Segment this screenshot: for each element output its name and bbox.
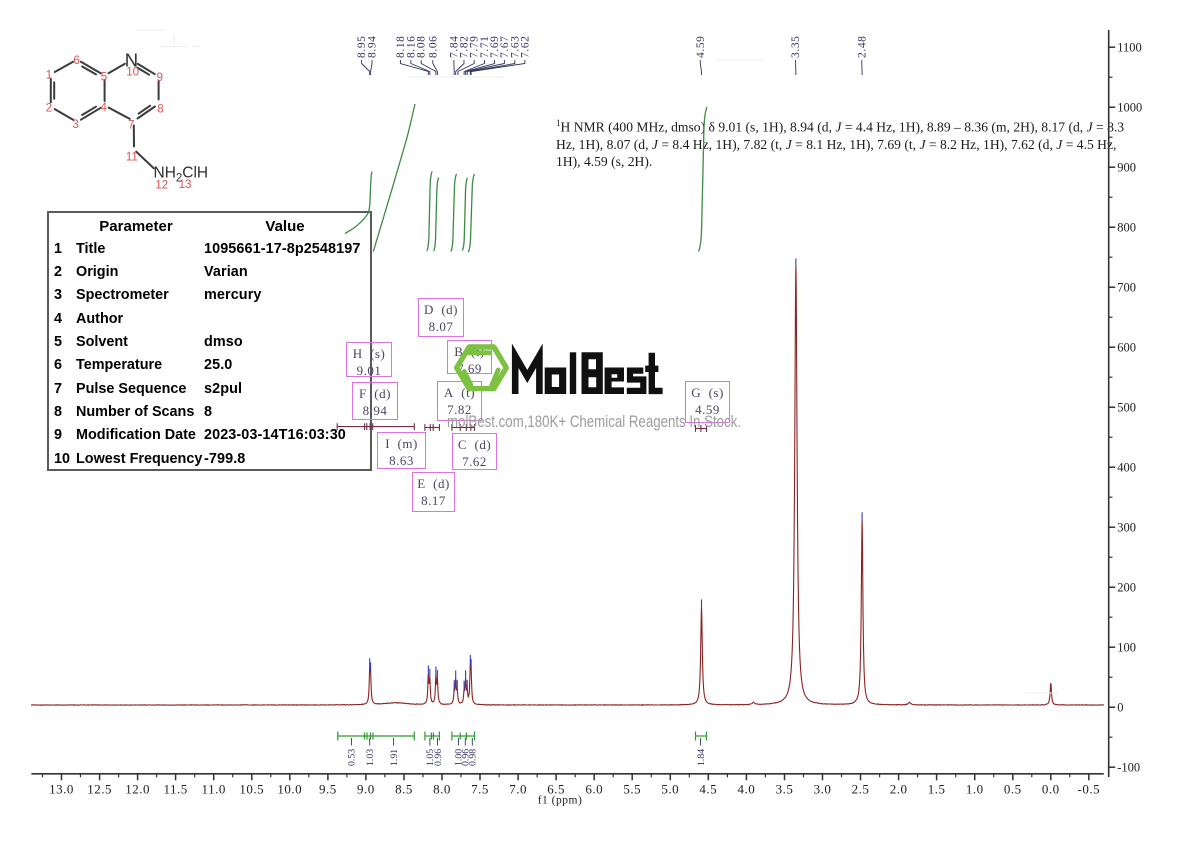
svg-text:0.0: 0.0 — [1042, 782, 1060, 797]
svg-text:12.0: 12.0 — [125, 782, 150, 797]
svg-text:3.5: 3.5 — [776, 782, 794, 797]
svg-text:8.94: 8.94 — [367, 35, 379, 58]
svg-text:9: 9 — [157, 72, 163, 84]
svg-text:9.5: 9.5 — [319, 782, 337, 797]
svg-text:10: 10 — [126, 67, 139, 79]
svg-text:2: 2 — [46, 102, 52, 114]
svg-text:3: 3 — [72, 119, 78, 131]
svg-text:0.96: 0.96 — [461, 749, 472, 766]
svg-text:13: 13 — [179, 179, 192, 191]
svg-text:0.5: 0.5 — [1004, 782, 1022, 797]
svg-text:11: 11 — [126, 152, 138, 164]
svg-text:1.0: 1.0 — [966, 782, 984, 797]
svg-text:2.0: 2.0 — [890, 782, 908, 797]
svg-text:11.0: 11.0 — [202, 782, 226, 797]
svg-text:7.5: 7.5 — [471, 782, 489, 797]
svg-text:NH2ClH: NH2ClH — [154, 165, 209, 185]
svg-text:8.5: 8.5 — [395, 782, 413, 797]
svg-text:5: 5 — [101, 71, 107, 83]
svg-text:N: N — [125, 50, 138, 71]
svg-text:-0.5: -0.5 — [1078, 782, 1101, 797]
svg-text:400: 400 — [1117, 460, 1136, 474]
svg-text:700: 700 — [1117, 280, 1136, 294]
svg-text:7.82: 7.82 — [459, 35, 471, 58]
svg-text:f1 (ppm): f1 (ppm) — [538, 795, 583, 807]
svg-text:1: 1 — [46, 69, 52, 81]
svg-text:7.84: 7.84 — [448, 35, 460, 58]
svg-text:10.0: 10.0 — [277, 782, 302, 797]
svg-text:7.62: 7.62 — [519, 35, 531, 58]
svg-text:8.16: 8.16 — [405, 35, 417, 58]
svg-text:1.00: 1.00 — [454, 749, 465, 766]
svg-text:-100: -100 — [1117, 760, 1140, 774]
svg-text:12: 12 — [155, 180, 168, 192]
svg-text:8: 8 — [157, 103, 163, 115]
svg-text:1.5: 1.5 — [928, 782, 946, 797]
svg-text:7.69: 7.69 — [489, 35, 501, 58]
svg-text:500: 500 — [1117, 400, 1136, 414]
svg-text:4: 4 — [100, 102, 107, 114]
svg-text:4.59: 4.59 — [695, 35, 707, 58]
svg-text:200: 200 — [1117, 580, 1136, 594]
svg-text:8.0: 8.0 — [433, 782, 451, 797]
svg-text:1.84: 1.84 — [696, 749, 707, 766]
svg-text:6: 6 — [73, 55, 79, 67]
svg-text:3.0: 3.0 — [814, 782, 832, 797]
svg-text:2.48: 2.48 — [856, 35, 868, 58]
svg-text:0.98: 0.98 — [468, 749, 479, 766]
svg-text:9.0: 9.0 — [357, 782, 375, 797]
svg-text:5.5: 5.5 — [623, 782, 641, 797]
svg-text:1100: 1100 — [1117, 40, 1142, 54]
svg-text:0.96: 0.96 — [433, 749, 444, 766]
svg-text:7.63: 7.63 — [509, 35, 521, 58]
svg-text:10.5: 10.5 — [239, 782, 264, 797]
svg-text:12.5: 12.5 — [87, 782, 112, 797]
svg-text:1.05: 1.05 — [425, 749, 436, 766]
svg-text:6.0: 6.0 — [585, 782, 603, 797]
svg-text:0.53: 0.53 — [347, 749, 358, 766]
svg-text:7.0: 7.0 — [509, 782, 527, 797]
svg-text:900: 900 — [1117, 160, 1136, 174]
svg-text:1000: 1000 — [1117, 100, 1142, 114]
svg-text:11.5: 11.5 — [163, 782, 187, 797]
svg-text:7: 7 — [128, 119, 134, 131]
svg-text:300: 300 — [1117, 520, 1136, 534]
svg-text:1.91: 1.91 — [389, 749, 400, 766]
svg-text:100: 100 — [1117, 640, 1136, 654]
svg-text:4.5: 4.5 — [699, 782, 717, 797]
svg-text:8.06: 8.06 — [427, 35, 439, 58]
svg-text:8.95: 8.95 — [356, 35, 368, 58]
svg-text:800: 800 — [1117, 220, 1136, 234]
svg-text:2.5: 2.5 — [852, 782, 870, 797]
svg-text:3.35: 3.35 — [790, 35, 802, 58]
svg-text:5.0: 5.0 — [661, 782, 679, 797]
svg-text:600: 600 — [1117, 340, 1136, 354]
svg-text:8.18: 8.18 — [395, 35, 407, 58]
svg-text:0: 0 — [1117, 700, 1123, 714]
svg-text:7.79: 7.79 — [469, 35, 481, 58]
svg-text:6.5: 6.5 — [547, 782, 565, 797]
svg-text:4.0: 4.0 — [738, 782, 756, 797]
svg-text:1.03: 1.03 — [365, 749, 376, 766]
svg-text:7.67: 7.67 — [499, 35, 511, 58]
svg-text:7.71: 7.71 — [479, 35, 491, 58]
svg-text:13.0: 13.0 — [49, 782, 74, 797]
svg-text:8.08: 8.08 — [416, 35, 428, 58]
